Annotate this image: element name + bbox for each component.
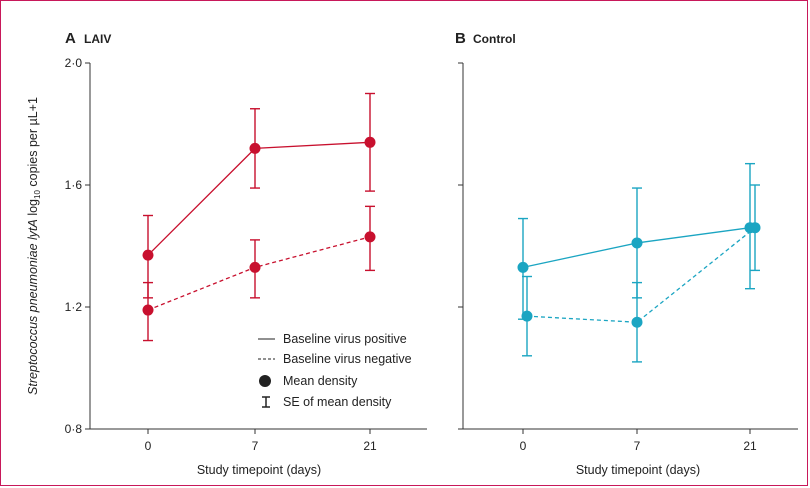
panel-b-x-axis-title: Study timepoint (days) <box>576 463 700 477</box>
x-tick-label: 7 <box>252 439 259 453</box>
x-tick-label: 0 <box>520 439 527 453</box>
panel-b: B Control 0 7 21 Study timepoint (days) <box>455 30 798 477</box>
series-line-virus-positive <box>147 141 371 256</box>
panel-a-title: LAIV <box>84 32 111 46</box>
series-line-virus-negative <box>526 227 756 323</box>
panel-b-title: Control <box>473 32 516 46</box>
y-axis-title-log-base: 10 <box>33 190 42 199</box>
legend-label-virus-negative: Baseline virus negative <box>283 352 412 366</box>
mean-point <box>142 304 154 316</box>
panel-b-letter: B <box>455 30 466 47</box>
mean-point <box>631 316 643 328</box>
mean-point <box>364 136 376 148</box>
y-axis-title: Streptococcus pneumoniae lytA log10 copi… <box>26 97 42 395</box>
y-tick-label: 1·2 <box>65 300 83 314</box>
panel-a-letter: A <box>65 30 76 47</box>
mean-point <box>249 142 261 154</box>
y-tick-label: 0·8 <box>65 422 83 436</box>
mean-point <box>521 310 533 322</box>
mean-point <box>749 222 761 234</box>
mean-point <box>142 249 154 261</box>
y-axis-title-log: log <box>26 199 40 219</box>
panel-a-y-ticks: 0·8 1·2 1·6 2·0 <box>65 56 90 436</box>
legend-label-se: SE of mean density <box>283 395 392 409</box>
legend-label-virus-positive: Baseline virus positive <box>283 332 407 346</box>
legend-label-mean-density: Mean density <box>283 374 358 388</box>
y-tick-label: 2·0 <box>65 56 83 70</box>
x-tick-label: 0 <box>145 439 152 453</box>
legend-dot-symbol <box>259 375 271 387</box>
panel-b-data <box>517 162 761 363</box>
series-line-virus-negative <box>147 236 371 311</box>
panel-b-y-ticks <box>458 62 463 430</box>
y-tick-label: 1·6 <box>65 178 83 192</box>
x-tick-label: 21 <box>363 439 377 453</box>
x-tick-label: 21 <box>743 439 757 453</box>
legend: Baseline virus positive Baseline virus n… <box>258 332 412 409</box>
y-axis-title-gene: lytA <box>26 219 40 243</box>
mean-point <box>517 261 529 273</box>
mean-point <box>249 261 261 273</box>
panel-a: A LAIV 0·8 1·2 1·6 2·0 0 7 21 Streptococcus p… <box>26 30 427 477</box>
panel-a-x-ticks: 0 7 21 <box>145 429 377 453</box>
mean-point <box>631 237 643 249</box>
y-axis-title-units: copies per µL+1 <box>26 97 40 190</box>
x-tick-label: 7 <box>634 439 641 453</box>
panel-b-x-ticks: 0 7 21 <box>520 429 757 453</box>
panel-a-x-axis-title: Study timepoint (days) <box>197 463 321 477</box>
panel-a-data <box>142 92 376 342</box>
mean-point <box>364 231 376 243</box>
legend-error-bar-symbol <box>262 396 270 408</box>
y-axis-title-species: Streptococcus pneumoniae <box>26 243 40 395</box>
